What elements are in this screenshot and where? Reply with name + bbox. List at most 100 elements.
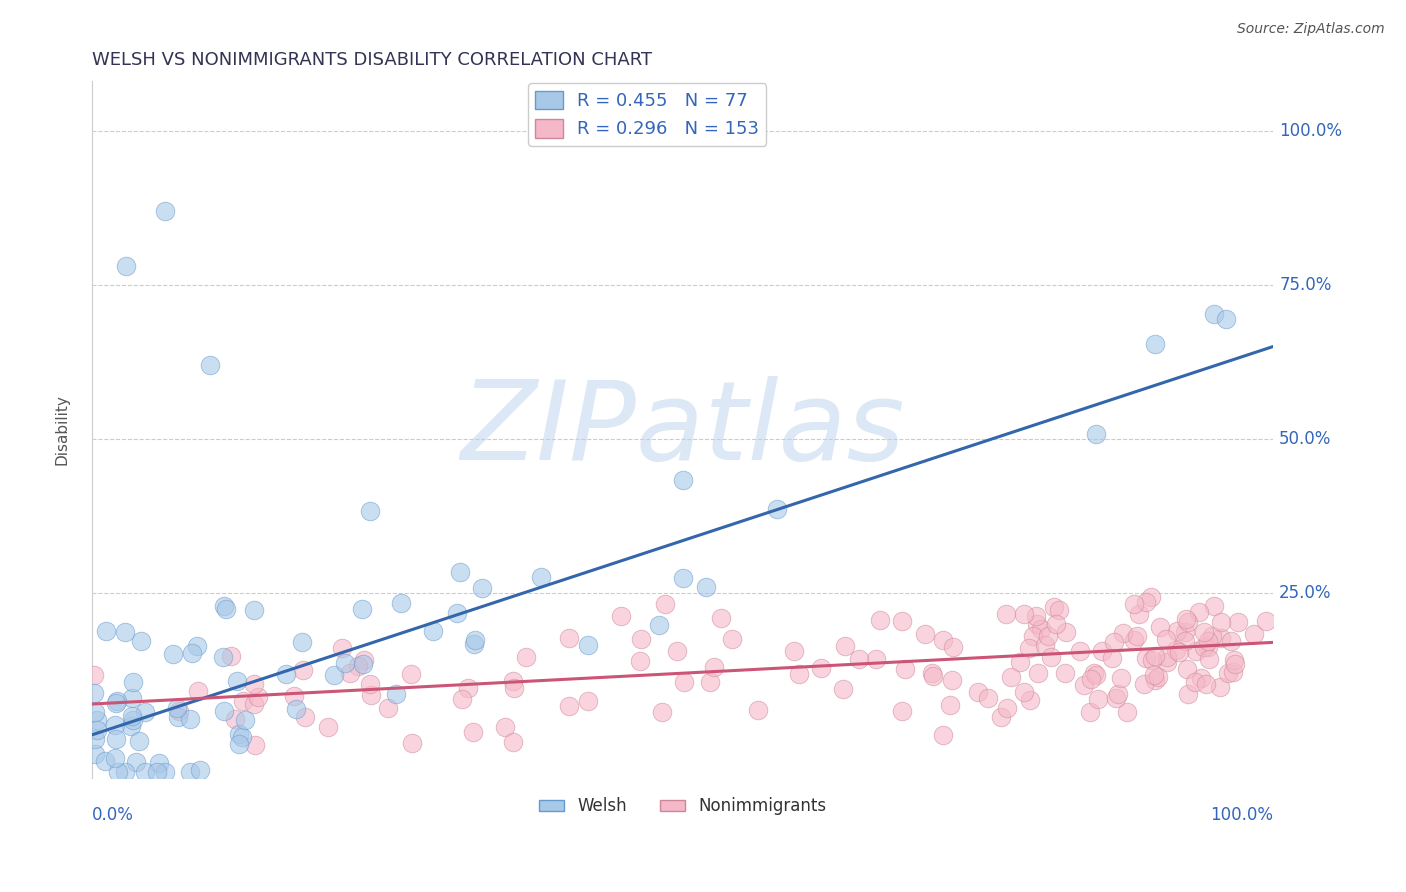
Point xyxy=(1144,337,1167,351)
Point xyxy=(1198,640,1220,655)
Point xyxy=(672,675,695,690)
Point xyxy=(1039,650,1062,665)
Point xyxy=(1135,595,1157,609)
Point xyxy=(502,734,524,748)
Point xyxy=(377,700,399,714)
Point xyxy=(1173,633,1195,648)
Point xyxy=(1012,685,1035,699)
Point xyxy=(450,692,472,706)
Point xyxy=(672,473,695,487)
Point xyxy=(226,674,249,689)
Point xyxy=(710,611,733,625)
Point xyxy=(94,754,117,768)
Point xyxy=(1198,651,1220,665)
Point xyxy=(530,570,553,584)
Point xyxy=(114,764,136,779)
Point xyxy=(446,606,468,620)
Point xyxy=(1036,629,1059,643)
Point xyxy=(385,687,408,701)
Point xyxy=(105,694,128,708)
Point xyxy=(1022,629,1045,643)
Point xyxy=(1045,617,1067,632)
Point xyxy=(834,639,856,653)
Point xyxy=(1168,645,1191,659)
Point xyxy=(228,727,250,741)
Point xyxy=(247,690,270,704)
Point xyxy=(1149,620,1171,634)
Point xyxy=(967,684,990,698)
Text: 75.0%: 75.0% xyxy=(1279,276,1331,293)
Point xyxy=(894,662,917,676)
Point xyxy=(471,581,494,595)
Point xyxy=(1226,615,1249,630)
Point xyxy=(353,653,375,667)
Point xyxy=(1087,692,1109,706)
Point xyxy=(1116,706,1139,720)
Point xyxy=(1080,673,1102,687)
Point xyxy=(83,686,105,700)
Point xyxy=(283,690,305,704)
Point xyxy=(1177,615,1199,630)
Point xyxy=(399,666,422,681)
Point xyxy=(214,601,236,615)
Legend: Welsh, Nonimmigrants: Welsh, Nonimmigrants xyxy=(531,790,834,822)
Point xyxy=(243,677,266,691)
Point xyxy=(284,701,307,715)
Point xyxy=(339,666,361,681)
Point xyxy=(129,633,152,648)
Point xyxy=(1132,676,1154,690)
Point xyxy=(1219,634,1241,648)
Point xyxy=(350,602,373,616)
Point xyxy=(83,705,105,719)
Point xyxy=(1192,624,1215,639)
Point xyxy=(463,637,485,651)
Point xyxy=(401,736,423,750)
Point xyxy=(83,732,105,747)
Point xyxy=(449,565,471,579)
Point xyxy=(153,764,176,779)
Point xyxy=(1223,653,1246,667)
Point xyxy=(1025,608,1047,623)
Point xyxy=(609,609,631,624)
Text: ZIPatlas: ZIPatlas xyxy=(460,376,905,483)
Point xyxy=(1143,668,1166,682)
Point xyxy=(1056,624,1078,639)
Point xyxy=(1175,612,1198,626)
Point xyxy=(231,730,253,744)
Point xyxy=(167,710,190,724)
Point xyxy=(1222,665,1244,679)
Point xyxy=(576,639,599,653)
Point xyxy=(990,710,1012,724)
Point xyxy=(134,764,156,779)
Point xyxy=(294,710,316,724)
Point xyxy=(1197,634,1219,648)
Point xyxy=(1102,635,1125,649)
Point xyxy=(1174,625,1197,640)
Point xyxy=(316,720,339,734)
Point xyxy=(243,603,266,617)
Text: 0.0%: 0.0% xyxy=(91,805,134,824)
Point xyxy=(783,644,806,658)
Point xyxy=(179,712,201,726)
Point xyxy=(942,640,965,654)
Point xyxy=(1018,640,1040,655)
Point xyxy=(1073,678,1095,692)
Point xyxy=(558,632,581,646)
Point xyxy=(107,764,129,779)
Point xyxy=(83,668,105,682)
Point xyxy=(463,632,485,647)
Point xyxy=(648,618,671,632)
Point xyxy=(832,682,855,697)
Point xyxy=(1018,693,1040,707)
Point xyxy=(1014,607,1036,621)
Point xyxy=(224,712,246,726)
Point xyxy=(166,700,188,714)
Point xyxy=(360,688,382,702)
Point xyxy=(121,691,143,706)
Point xyxy=(630,632,652,646)
Point xyxy=(346,659,368,673)
Point xyxy=(890,614,912,628)
Point xyxy=(1209,615,1232,629)
Point xyxy=(1177,686,1199,700)
Point xyxy=(145,764,167,779)
